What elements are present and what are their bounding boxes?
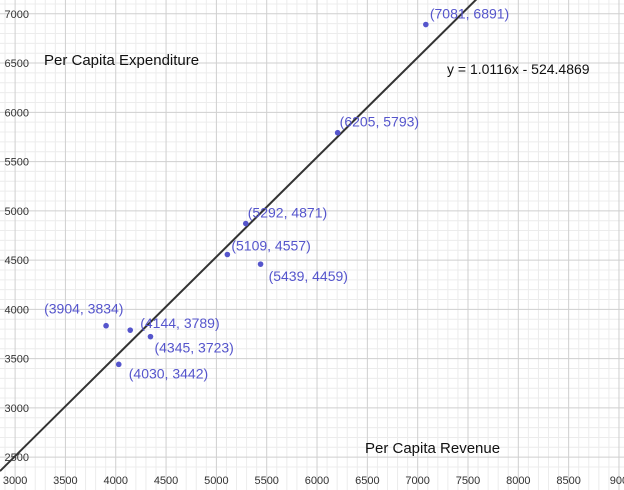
y-tick-label: 5000 [5, 206, 29, 218]
x-tick-label: 3500 [53, 475, 77, 487]
y-tick-label: 7000 [5, 9, 29, 21]
data-point [115, 361, 122, 368]
data-point [127, 327, 134, 333]
data-point-label: (7081, 6891) [430, 6, 509, 22]
data-point [334, 129, 341, 136]
data-point [103, 322, 109, 329]
x-axis-ticks: 3000 3500 4000 4500 5000 5500 6000 6500 7000 7500… [3, 475, 624, 487]
y-axis-title: Per Capita Expenditure [44, 52, 199, 69]
data-point [147, 333, 154, 340]
x-tick-label: 6500 [355, 475, 379, 487]
data-point-label: (5109, 4557) [231, 237, 310, 253]
y-tick-label: 6000 [5, 107, 29, 119]
y-tick-label: 3500 [5, 354, 29, 366]
data-point-label: (3904, 3834) [44, 301, 123, 317]
x-tick-label: 4500 [154, 475, 178, 487]
y-tick-label: 4000 [5, 304, 29, 316]
x-tick-label: 5500 [254, 475, 278, 487]
data-point-labels: (7081, 6891) (6205, 5793) (5292, 4871) (510… [44, 6, 509, 382]
y-tick-label: 4500 [5, 255, 29, 267]
x-tick-label: 3000 [3, 475, 27, 487]
x-tick-label: 5000 [204, 475, 228, 487]
x-tick-label: 900 [610, 475, 624, 487]
data-point [257, 261, 264, 267]
data-point-label: (5439, 4459) [269, 268, 348, 284]
x-tick-label: 4000 [103, 475, 127, 487]
x-tick-label: 8000 [506, 475, 530, 487]
data-point-label: (4345, 3723) [154, 340, 233, 356]
x-tick-label: 8500 [556, 475, 580, 487]
data-point-label: (5292, 4871) [248, 205, 327, 221]
x-tick-label: 6000 [305, 475, 329, 487]
y-tick-label: 5500 [5, 157, 29, 169]
x-tick-label: 7000 [405, 475, 429, 487]
y-tick-label: 6500 [5, 58, 29, 70]
trendline [0, 0, 478, 472]
x-tick-label: 7500 [456, 475, 480, 487]
trendline-equation: y = 1.0116x - 524.4869 [447, 61, 590, 77]
y-tick-label: 3000 [5, 403, 29, 415]
x-axis-title: Per Capita Revenue [365, 440, 500, 457]
data-points [103, 21, 429, 368]
data-point-label: (4144, 3789) [140, 315, 219, 331]
data-point [423, 21, 429, 28]
data-point [224, 251, 231, 258]
data-point-label: (6205, 5793) [340, 114, 419, 130]
data-point [242, 220, 249, 227]
data-point-label: (4030, 3442) [129, 365, 208, 381]
